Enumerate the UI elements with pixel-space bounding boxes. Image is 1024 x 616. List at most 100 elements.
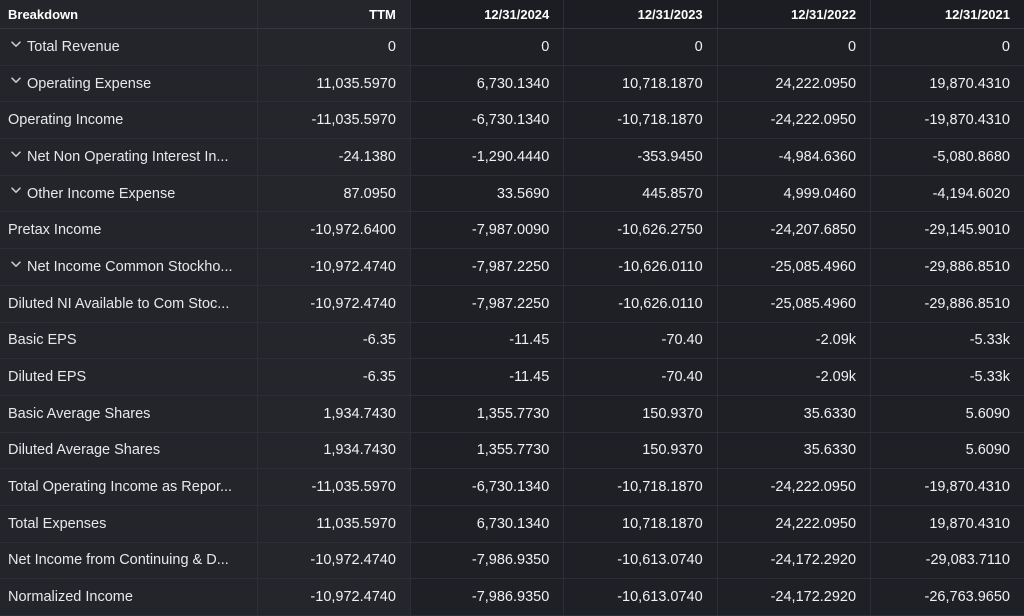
value-cell: 0 (717, 28, 872, 66)
chevron-down-icon[interactable] (11, 77, 23, 84)
row-label: Basic EPS (8, 332, 77, 349)
value-cell: 1,355.7730 (410, 395, 565, 433)
value-cell: -26,763.9650 (870, 578, 1024, 616)
value-cell: 5.6090 (870, 395, 1024, 433)
value-cell: -6,730.1340 (410, 101, 565, 140)
value-cell: 35.6330 (717, 432, 872, 470)
value-cell: 6,730.1340 (410, 505, 565, 543)
row-label-cell[interactable]: Other Income Expense (0, 175, 258, 213)
row-label: Operating Income (8, 112, 124, 129)
table-row: Basic Average Shares 1,934.7430 1,355.7730… (0, 395, 1024, 433)
value-cell: -10,626.0110 (563, 248, 718, 286)
value-cell: -10,718.1870 (563, 468, 718, 506)
value-cell: -24,207.6850 (717, 211, 872, 250)
value-cell: 445.8570 (563, 175, 718, 213)
row-label: Diluted Average Shares (8, 442, 161, 459)
value-cell: 33.5690 (410, 175, 565, 213)
value-cell: 1,355.7730 (410, 432, 565, 470)
table-row[interactable]: Other Income Expense 87.0950 33.5690 445.85… (0, 175, 1024, 213)
row-label: Pretax Income (8, 222, 102, 239)
value-cell: 19,870.4310 (870, 505, 1024, 543)
header-ttm[interactable]: TTM (257, 0, 411, 29)
value-cell: -24,172.2920 (717, 542, 872, 580)
value-cell: 0 (410, 28, 565, 66)
table-row[interactable]: Total Revenue 0 0 0 0 0 (0, 28, 1024, 66)
value-cell: 6,730.1340 (410, 65, 565, 103)
value-cell: -2.09k (717, 358, 872, 396)
value-cell: -5,080.8680 (870, 138, 1024, 176)
chevron-down-icon[interactable] (11, 151, 23, 158)
row-label-cell: Diluted NI Available to Com Stoc... (0, 285, 258, 323)
row-label: Net Non Operating Interest In... (27, 148, 229, 165)
value-cell: -4,194.6020 (870, 175, 1024, 213)
value-cell: -10,972.4740 (257, 285, 411, 323)
value-cell: -29,886.8510 (870, 285, 1024, 323)
value-cell: 87.0950 (257, 175, 411, 213)
row-label-cell: Diluted EPS (0, 358, 258, 396)
value-cell: -10,972.4740 (257, 542, 411, 580)
value-cell: -19,870.4310 (870, 468, 1024, 506)
value-cell: -70.40 (563, 358, 718, 396)
row-label-cell[interactable]: Total Revenue (0, 28, 258, 66)
value-cell: -25,085.4960 (717, 285, 872, 323)
value-cell: 10,718.1870 (563, 65, 718, 103)
row-label-cell: Total Operating Income as Repor... (0, 468, 258, 506)
value-cell: 0 (563, 28, 718, 66)
table-row[interactable]: Net Income Common Stockho... -10,972.4740… (0, 248, 1024, 286)
row-label: Total Operating Income as Repor... (8, 479, 233, 496)
value-cell: 0 (257, 28, 411, 66)
value-cell: 1,934.7430 (257, 432, 411, 470)
row-label-cell[interactable]: Net Non Operating Interest In... (0, 138, 258, 176)
value-cell: 24,222.0950 (717, 505, 872, 543)
header-period[interactable]: 12/31/2021 (870, 0, 1024, 29)
value-cell: -6.35 (257, 358, 411, 396)
row-label: Operating Expense (27, 75, 152, 92)
value-cell: -11,035.5970 (257, 101, 411, 140)
value-cell: -7,986.9350 (410, 542, 565, 580)
value-cell: -19,870.4310 (870, 101, 1024, 140)
table-row: Pretax Income -10,972.6400 -7,987.0090 -10,… (0, 211, 1024, 250)
value-cell: -11,035.5970 (257, 468, 411, 506)
row-label: Net Income Common Stockho... (27, 258, 233, 275)
row-label: Diluted NI Available to Com Stoc... (8, 295, 230, 312)
value-cell: -10,972.4740 (257, 248, 411, 286)
table-row[interactable]: Operating Expense 11,035.5970 6,730.1340 10… (0, 65, 1024, 103)
value-cell: 10,718.1870 (563, 505, 718, 543)
row-label: Basic Average Shares (8, 405, 151, 422)
chevron-down-icon[interactable] (11, 187, 23, 194)
chevron-down-icon[interactable] (11, 40, 23, 48)
value-cell: -24,172.2920 (717, 578, 872, 616)
value-cell: -1,290.4440 (410, 138, 565, 176)
table-row[interactable]: Net Non Operating Interest In... -24.1380… (0, 138, 1024, 176)
value-cell: -4,984.6360 (717, 138, 872, 176)
row-label-cell[interactable]: Operating Expense (0, 65, 258, 103)
table-row: Normalized Income -10,972.4740 -7,986.9350… (0, 578, 1024, 616)
table-row: Total Expenses 11,035.5970 6,730.1340 10,71… (0, 505, 1024, 543)
value-cell: -5.33k (870, 322, 1024, 360)
value-cell: -2.09k (717, 322, 872, 360)
row-label-cell: Basic EPS (0, 322, 258, 360)
table-row: Net Income from Continuing & D... -10,972… (0, 542, 1024, 580)
table-row: Basic EPS -6.35 -11.45 -70.40 -2.09k -5.33k (0, 322, 1024, 360)
chevron-down-icon[interactable] (11, 261, 23, 268)
value-cell: 0 (870, 28, 1024, 66)
header-period[interactable]: 12/31/2023 (563, 0, 718, 29)
row-label-cell: Total Expenses (0, 505, 258, 543)
value-cell: -7,986.9350 (410, 578, 565, 616)
value-cell: -11.45 (410, 322, 565, 360)
row-label-cell: Diluted Average Shares (0, 432, 258, 470)
row-label: Other Income Expense (27, 185, 176, 202)
value-cell: -10,626.2750 (563, 211, 718, 250)
value-cell: 35.6330 (717, 395, 872, 433)
header-period[interactable]: 12/31/2022 (717, 0, 872, 29)
value-cell: 11,035.5970 (257, 65, 411, 103)
table-row: Total Operating Income as Repor... -11,03… (0, 468, 1024, 506)
value-cell: 1,934.7430 (257, 395, 411, 433)
value-cell: -10,972.4740 (257, 578, 411, 616)
row-label-cell: Pretax Income (0, 211, 258, 250)
header-period[interactable]: 12/31/2024 (410, 0, 565, 29)
row-label: Total Revenue (27, 38, 120, 55)
row-label-cell[interactable]: Net Income Common Stockho... (0, 248, 258, 286)
table-row: Diluted NI Available to Com Stoc... -10,9… (0, 285, 1024, 323)
